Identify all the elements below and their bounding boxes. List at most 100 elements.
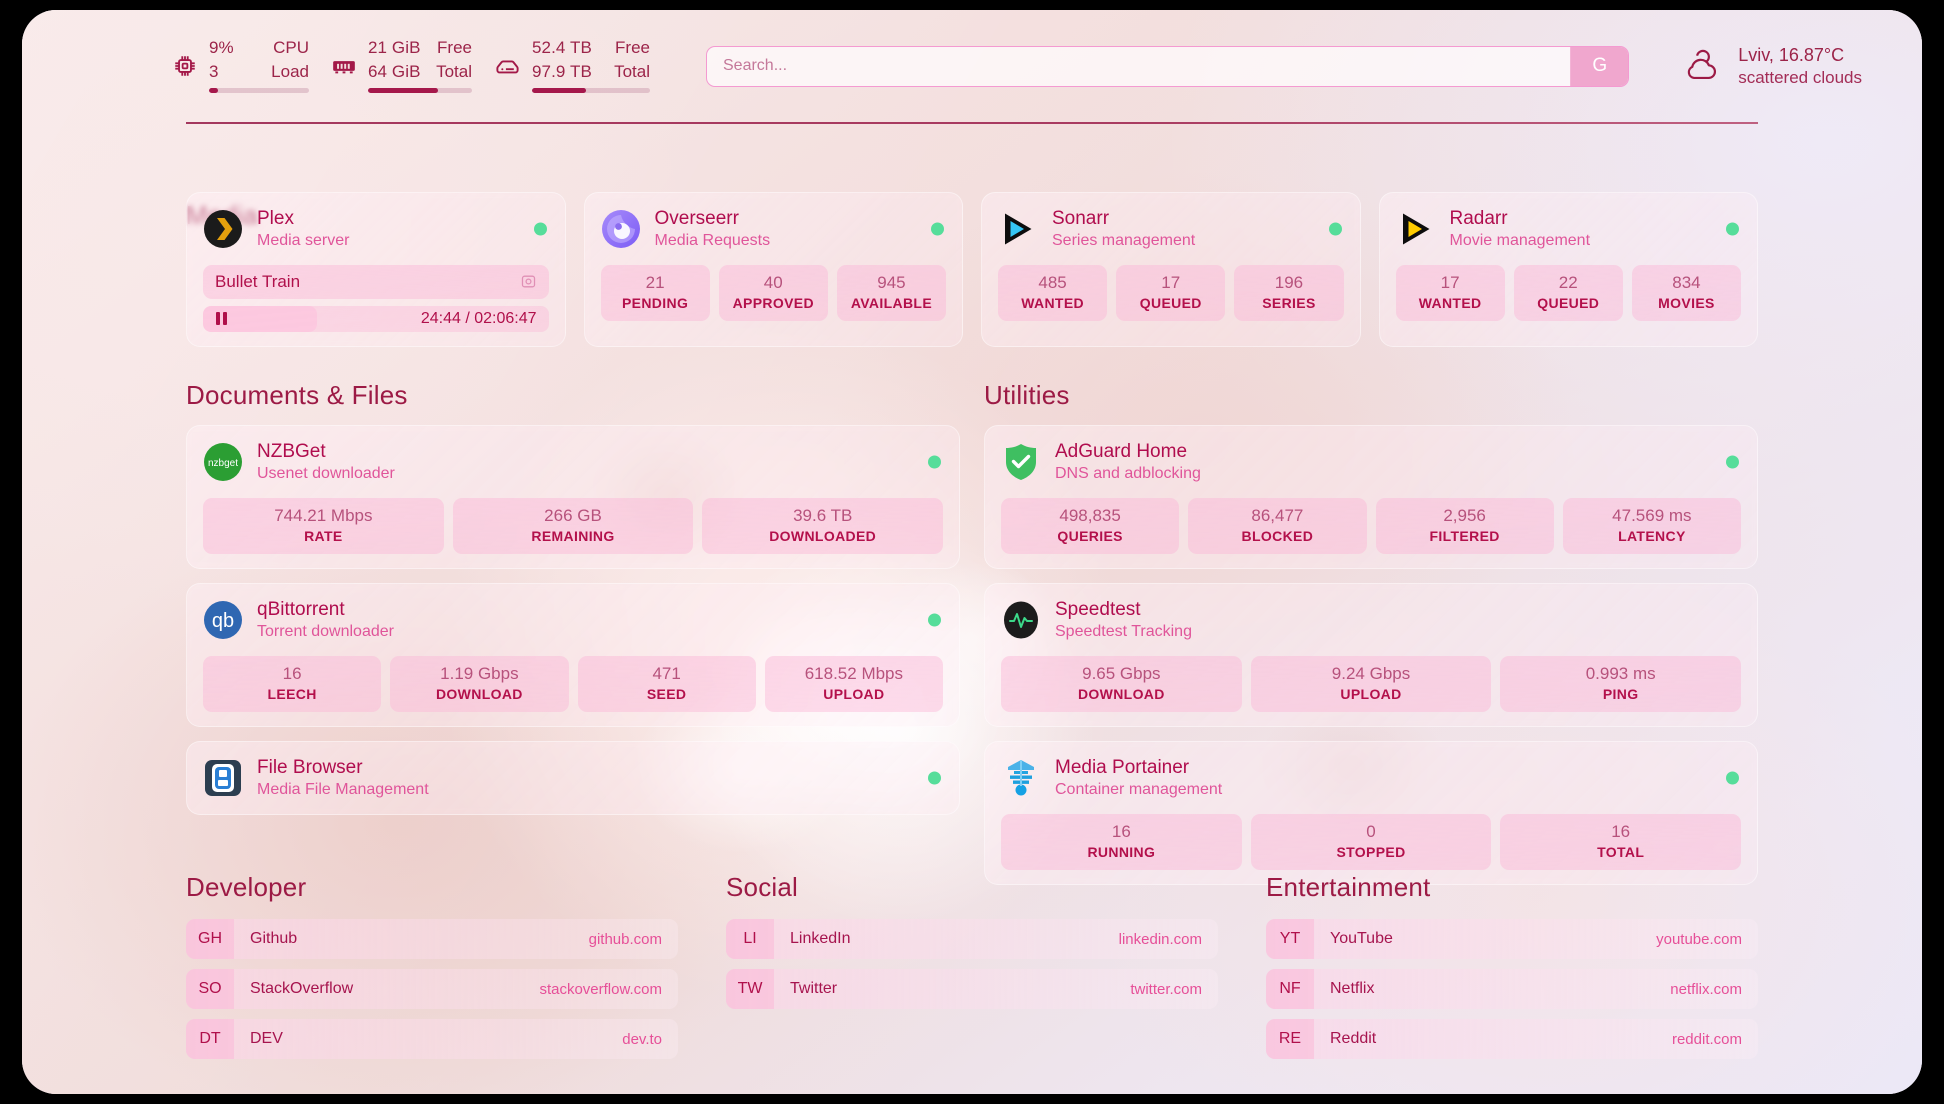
- app-header[interactable]: nzbget NZBGet Usenet downloader: [203, 440, 943, 484]
- radarr-icon: [1396, 209, 1436, 249]
- service-card[interactable]: Radarr Movie management 17 WANTED 22 QUEUED 83…: [1378, 192, 1758, 347]
- stat-label: UPLOAD: [1340, 685, 1402, 702]
- app-header[interactable]: Sonarr Series management: [998, 207, 1344, 251]
- stat-tile[interactable]: 266 GB REMAINING: [452, 497, 694, 554]
- search-engine-button[interactable]: G: [1570, 46, 1629, 86]
- service-card[interactable]: nzbget NZBGet Usenet downloader 744.21 Mbps…: [186, 425, 960, 569]
- service-card[interactable]: Sonarr Series management 485 WANTED 17 QUEUED…: [981, 192, 1361, 347]
- stat-tile[interactable]: 39.6 TB DOWNLOADED: [702, 497, 944, 554]
- stat-tile[interactable]: 22 QUEUED: [1513, 264, 1623, 321]
- stat-tile[interactable]: 86,477 BLOCKED: [1188, 497, 1367, 554]
- search-input[interactable]: [707, 46, 1571, 86]
- stat-tile[interactable]: 0.993 ms PING: [1500, 655, 1742, 712]
- bookmark-url: twitter.com: [1130, 980, 1202, 998]
- service-card[interactable]: File Browser Media File Management: [186, 740, 960, 815]
- stat-tile[interactable]: 0 STOPPED: [1250, 813, 1492, 870]
- stat-tile[interactable]: 21 PENDING: [600, 264, 710, 321]
- storage-free: 52.4 TB: [532, 38, 592, 58]
- stats-row: 9.65 Gbps DOWNLOAD 9.24 Gbps UPLOAD 0.993 ms…: [1001, 655, 1742, 712]
- stat-tile[interactable]: 16 LEECH: [203, 655, 382, 712]
- stat-label: PENDING: [621, 294, 689, 311]
- stat-tile[interactable]: 618.52 Mbps UPLOAD: [764, 655, 943, 712]
- stats-row: 485 WANTED 17 QUEUED 196 SERIES: [998, 264, 1344, 321]
- speedtest-icon: [1001, 600, 1041, 640]
- weather-widget[interactable]: Lviv, 16.87°C scattered clouds: [1681, 45, 1862, 88]
- cloud-icon: [1681, 49, 1723, 83]
- adguard-icon: [1001, 442, 1041, 482]
- stat-label: STOPPED: [1336, 843, 1406, 860]
- cpu-widget[interactable]: 9% 3 CPU Load: [172, 37, 309, 95]
- stat-label: LATENCY: [1618, 527, 1686, 544]
- stat-tile[interactable]: 1.19 Gbps DOWNLOAD: [390, 655, 569, 712]
- documents-section-title: Documents & Files: [186, 380, 408, 410]
- stat-tile[interactable]: 196 SERIES: [1234, 264, 1344, 321]
- stat-tile[interactable]: 16 RUNNING: [1001, 813, 1242, 870]
- stat-tile[interactable]: 471 SEED: [577, 655, 756, 712]
- utilities-section-title: Utilities: [984, 380, 1070, 410]
- stat-label: QUEUED: [1537, 294, 1600, 311]
- bookmark-item[interactable]: LI LinkedIn linkedin.com: [726, 919, 1218, 959]
- stat-tile[interactable]: 744.21 Mbps RATE: [203, 497, 444, 554]
- stat-tile[interactable]: 16 TOTAL: [1500, 813, 1742, 870]
- pause-icon[interactable]: [203, 312, 227, 326]
- stat-tile[interactable]: 9.24 Gbps UPLOAD: [1250, 655, 1492, 712]
- stat-tile[interactable]: 47.569 ms LATENCY: [1562, 497, 1741, 554]
- stat-tile[interactable]: 485 WANTED: [998, 264, 1108, 321]
- storage-widget[interactable]: 52.4 TB 97.9 TB Free Total: [494, 37, 650, 95]
- service-card[interactable]: Plex Media server Bullet Train 24:44 / 02:0…: [186, 192, 566, 347]
- disk-icon: [494, 53, 521, 80]
- bookmark-item[interactable]: DT DEV dev.to: [186, 1019, 678, 1059]
- service-card[interactable]: Speedtest Speedtest Tracking 9.65 Gbps DOWN…: [984, 582, 1758, 727]
- status-indicator: [1328, 222, 1342, 236]
- bookmark-item[interactable]: TW Twitter twitter.com: [726, 969, 1218, 1009]
- bookmark-item[interactable]: GH Github github.com: [186, 919, 678, 959]
- playback-bar[interactable]: 24:44 / 02:06:47: [203, 305, 549, 332]
- app-header[interactable]: AdGuard Home DNS and adblocking: [1001, 440, 1741, 484]
- service-card[interactable]: qb qBittorrent Torrent downloader 16 LEECH 1.…: [186, 582, 960, 727]
- bookmark-name: Twitter: [790, 980, 838, 997]
- search-area: G: [672, 45, 1663, 87]
- stat-tile[interactable]: 17 QUEUED: [1116, 264, 1226, 321]
- service-card[interactable]: Overseerr Media Requests 21 PENDING 40 APPROV…: [583, 192, 963, 347]
- overseerr-icon: [601, 209, 641, 249]
- app-header[interactable]: Media Portainer Container management: [1001, 756, 1741, 800]
- stat-tile[interactable]: 40 APPROVED: [718, 264, 828, 321]
- qbittorrent-icon: qb: [203, 600, 243, 640]
- app-header[interactable]: Plex Media server: [203, 207, 549, 251]
- app-header[interactable]: Speedtest Speedtest Tracking: [1001, 598, 1741, 642]
- stat-value: 22: [1558, 272, 1578, 292]
- nzbget-icon: nzbget: [203, 442, 243, 482]
- bookmark-item[interactable]: SO StackOverflow stackoverflow.com: [186, 969, 678, 1009]
- status-indicator: [928, 771, 941, 785]
- service-card[interactable]: Media Portainer Container management 16 RUN…: [984, 740, 1758, 885]
- bookmark-item[interactable]: NF Netflix netflix.com: [1266, 969, 1758, 1009]
- app-header[interactable]: qb qBittorrent Torrent downloader: [203, 598, 943, 642]
- app-header[interactable]: File Browser Media File Management: [203, 756, 943, 800]
- filebrowser-icon: [203, 758, 243, 798]
- stat-tile[interactable]: 2,956 FILTERED: [1375, 497, 1554, 554]
- stat-value: 498,835: [1059, 505, 1121, 525]
- app-header[interactable]: Overseerr Media Requests: [601, 207, 947, 251]
- bookmark-item[interactable]: YT YouTube youtube.com: [1266, 919, 1758, 959]
- app-description: Series management: [1052, 232, 1196, 250]
- cast-icon[interactable]: [520, 273, 537, 290]
- now-playing-title-row[interactable]: Bullet Train: [203, 264, 549, 299]
- stats-row: 744.21 Mbps RATE 266 GB REMAINING 39.6 TB DOW…: [203, 497, 944, 554]
- search-box[interactable]: G: [706, 45, 1630, 87]
- cpu-load: 3: [209, 61, 219, 81]
- bookmark-item[interactable]: RE Reddit reddit.com: [1266, 1019, 1758, 1059]
- stat-value: 86,477: [1251, 505, 1304, 525]
- stat-tile[interactable]: 834 MOVIES: [1631, 264, 1742, 321]
- stat-tile[interactable]: 9.65 Gbps DOWNLOAD: [1001, 655, 1242, 712]
- status-indicator: [928, 613, 941, 627]
- stat-label: WANTED: [1021, 294, 1084, 311]
- service-card[interactable]: AdGuard Home DNS and adblocking 498,835 QUE…: [984, 425, 1758, 569]
- stat-label: QUEUED: [1139, 294, 1202, 311]
- stat-tile[interactable]: 17 WANTED: [1395, 264, 1505, 321]
- bookmark-url: stackoverflow.com: [539, 980, 662, 998]
- stat-tile[interactable]: 498,835 QUERIES: [1001, 497, 1180, 554]
- app-header[interactable]: Radarr Movie management: [1396, 207, 1742, 251]
- memory-label-bottom: Total: [436, 61, 472, 81]
- stat-tile[interactable]: 945 AVAILABLE: [836, 264, 947, 321]
- memory-widget[interactable]: 21 GiB 64 GiB Free Total: [331, 37, 472, 95]
